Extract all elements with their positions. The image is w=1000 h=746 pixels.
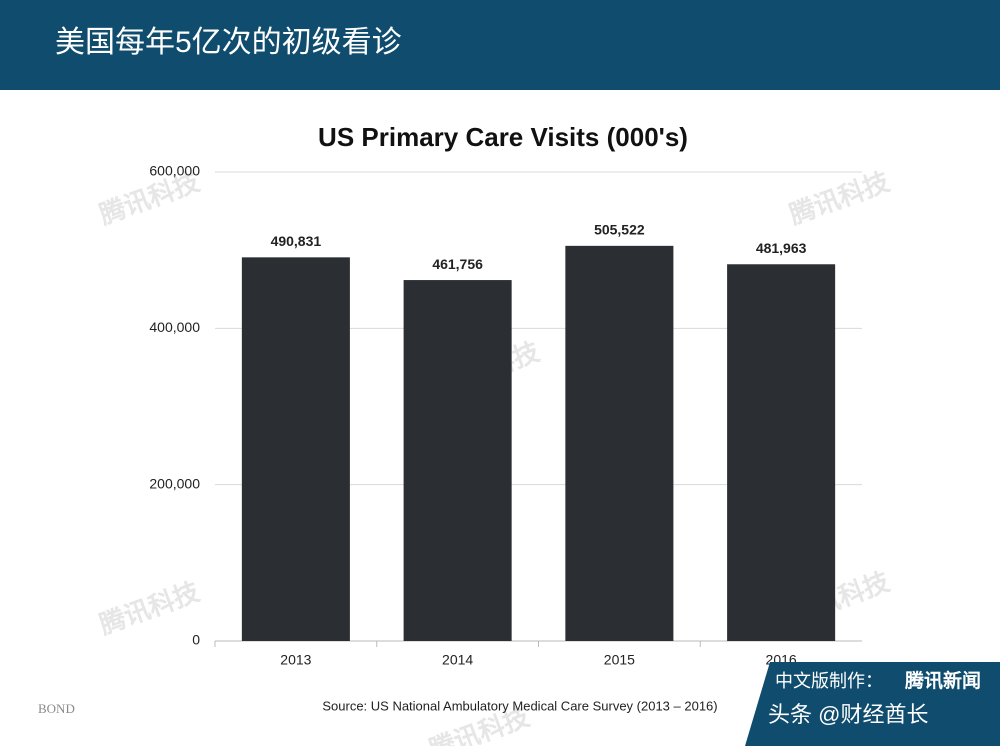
- header-bar: [0, 0, 1000, 90]
- bar: [727, 264, 836, 641]
- source: Source: US National Ambulatory Medical C…: [322, 698, 717, 713]
- badge-brand: 腾讯新闻: [904, 669, 981, 692]
- value-label: 505,522: [594, 222, 645, 238]
- y-tick-label: 200,000: [149, 475, 200, 491]
- badge: [745, 662, 1000, 746]
- header-title: 美国每年5亿次的初级看诊: [55, 26, 402, 59]
- bar: [403, 280, 512, 641]
- badge-text: 中文版制作：: [775, 671, 883, 691]
- y-tick-label: 400,000: [149, 319, 200, 335]
- credit: 头条 @财经酋长: [768, 702, 928, 727]
- x-tick-label: 2013: [280, 652, 311, 668]
- chart-title: US Primary Care Visits (000's): [318, 122, 688, 152]
- logo: BOND: [38, 701, 75, 716]
- value-label: 490,831: [271, 233, 322, 249]
- bar: [565, 245, 674, 642]
- x-tick-label: 2015: [604, 652, 635, 668]
- value-label: 481,963: [756, 240, 807, 256]
- value-label: 461,756: [432, 256, 483, 272]
- y-tick-label: 600,000: [149, 163, 200, 179]
- bar: [241, 257, 350, 641]
- y-tick-label: 0: [192, 632, 200, 648]
- x-tick-label: 2014: [442, 652, 473, 668]
